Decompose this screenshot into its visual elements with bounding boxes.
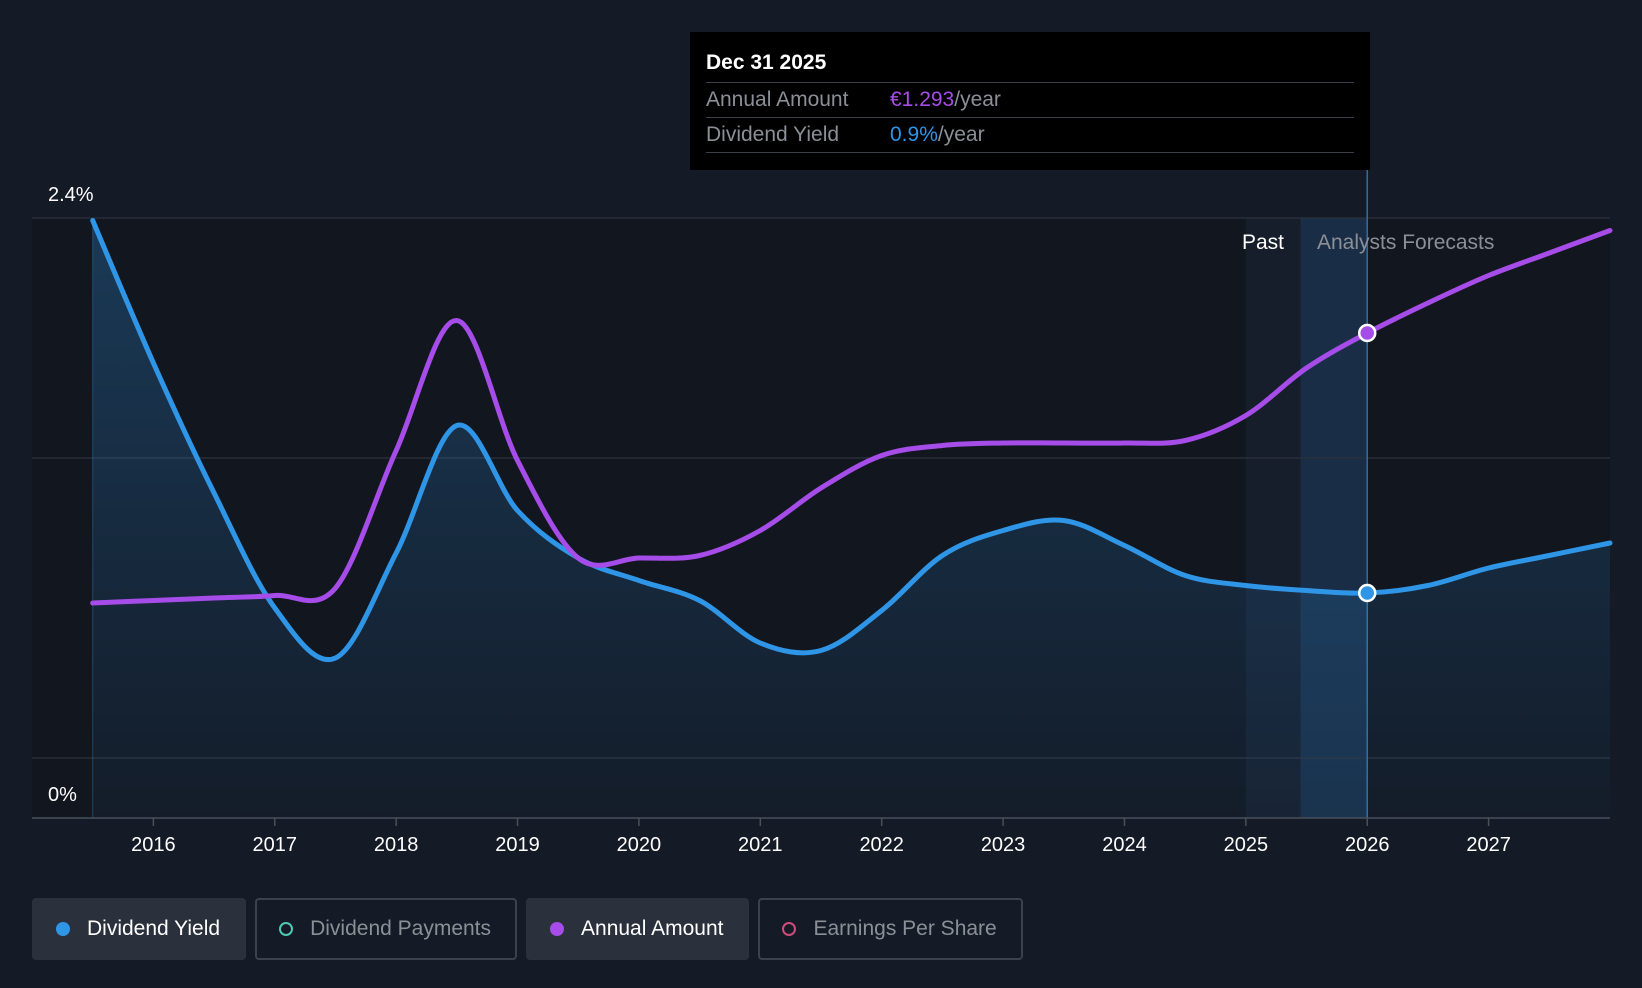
x-tick-label: 2024 [1102, 834, 1147, 856]
legend-earnings-per-share[interactable]: Earnings Per Share [758, 898, 1023, 960]
tooltip-date: Dec 31 2025 [706, 48, 1354, 83]
tooltip-label: Dividend Yield [706, 123, 840, 146]
tooltip-value: €1.293/year [890, 83, 1001, 117]
tooltip: Dec 31 2025 Annual Amount €1.293/year Di… [690, 32, 1370, 170]
legend-dividend-payments[interactable]: Dividend Payments [255, 898, 518, 960]
tooltip-row-dividend-yield: Dividend Yield 0.9%/year [706, 118, 1354, 153]
annual-amount-marker [1357, 323, 1377, 343]
series-layer [90, 218, 1613, 818]
tooltip-unit: /year [937, 123, 985, 146]
x-axis-ticks: 2016 2017 2018 2019 2020 2021 2022 2023 2024 2025… [131, 818, 1511, 856]
legend-label: Earnings Per Share [813, 917, 997, 940]
dividend-yield-marker [1357, 583, 1377, 603]
x-tick-label: 2023 [981, 834, 1026, 856]
x-tick-label: 2022 [859, 834, 904, 856]
legend-dividend-yield[interactable]: Dividend Yield [32, 898, 247, 960]
forecast-label: Analysts Forecasts [1317, 231, 1494, 254]
tooltip-value: 0.9%/year [890, 118, 985, 152]
x-tick-label: 2027 [1466, 834, 1511, 856]
tooltip-row-annual-amount: Annual Amount €1.293/year [706, 83, 1354, 118]
x-tick-label: 2021 [738, 834, 783, 856]
x-tick-label: 2025 [1224, 834, 1269, 856]
tooltip-yield-value: 0.9% [890, 123, 938, 146]
circle-icon [782, 922, 797, 936]
dividend-yield-line [90, 218, 1613, 663]
dot-icon [550, 922, 565, 936]
highlight-markers [1357, 323, 1377, 603]
legend: Dividend Yield Dividend Payments Annual … [32, 898, 1023, 960]
legend-label: Dividend Yield [87, 917, 221, 940]
tooltip-label: Annual Amount [706, 88, 849, 111]
legend-label: Annual Amount [581, 917, 724, 940]
x-tick-label: 2026 [1345, 834, 1390, 856]
x-tick-label: 2016 [131, 834, 176, 856]
tooltip-amount-value: €1.293 [890, 88, 955, 111]
dot-icon [56, 922, 70, 936]
dividend-yield-area [92, 220, 1611, 818]
annual-amount-line [90, 228, 1613, 606]
circle-icon [279, 922, 294, 936]
y-axis-top-label: 2.4% [48, 184, 94, 206]
x-tick-label: 2018 [374, 834, 419, 856]
x-tick-label: 2017 [253, 834, 298, 856]
x-tick-label: 2020 [617, 834, 662, 856]
chart-canvas: 2016 2017 2018 2019 2020 2021 2022 2023 2024 2025… [32, 168, 1613, 856]
past-label: Past [1242, 231, 1284, 254]
legend-annual-amount[interactable]: Annual Amount [526, 898, 750, 960]
legend-label: Dividend Payments [310, 917, 492, 940]
x-tick-label: 2019 [495, 834, 540, 856]
tooltip-unit: /year [954, 88, 1001, 111]
y-axis-bottom-label: 0% [48, 784, 77, 806]
